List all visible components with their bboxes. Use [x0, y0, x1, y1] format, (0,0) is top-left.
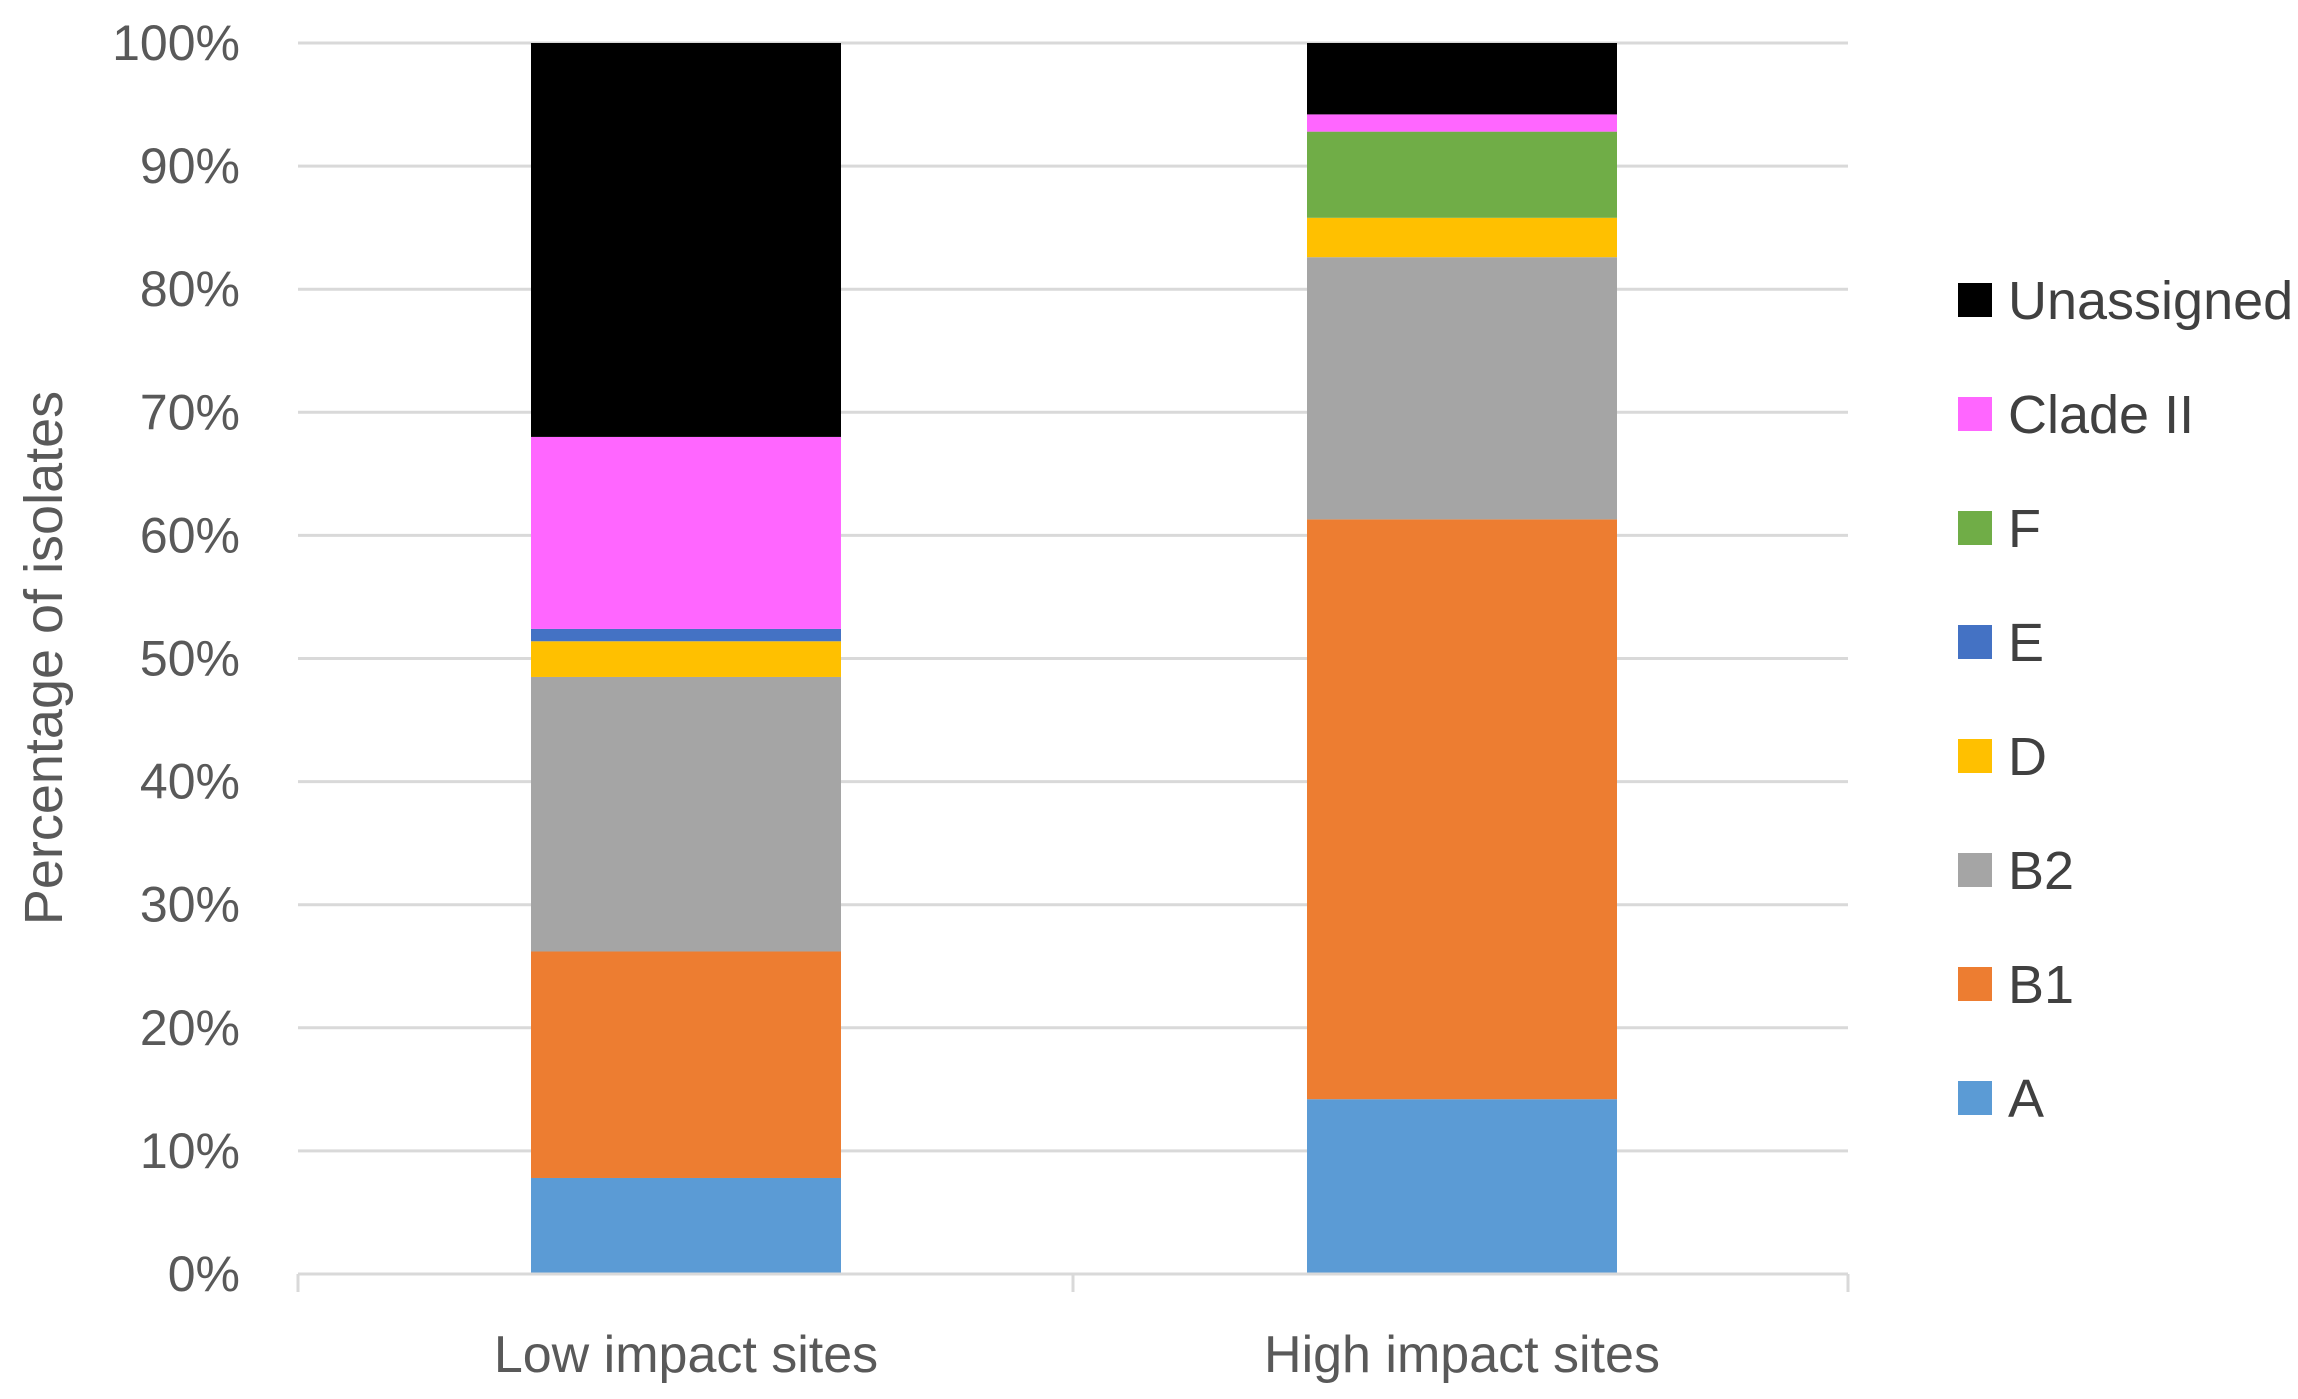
bar-segment-unassigned [531, 43, 841, 437]
legend-swatch [1958, 283, 1992, 317]
legend-item-a: A [1958, 1069, 2044, 1129]
x-tick-label: High impact sites [1264, 1326, 1660, 1384]
y-tick-label: 70% [140, 384, 240, 440]
bar-segment-clade-ii [531, 436, 841, 629]
legend-swatch [1958, 739, 1992, 773]
legend-item-b1: B1 [1958, 955, 2074, 1015]
legend-swatch [1958, 625, 1992, 659]
legend-swatch [1958, 967, 1992, 1001]
bar-segment-b1 [531, 951, 841, 1178]
legend-item-d: D [1958, 727, 2047, 787]
legend-item-b2: B2 [1958, 841, 2074, 901]
legend-label: E [2008, 613, 2044, 673]
legend: Unassigned Clade II FED B2 B1 A [1958, 271, 2293, 1129]
legend-label: F [2008, 499, 2041, 559]
legend-swatch [1958, 1081, 1992, 1115]
bar-segment-d [1307, 217, 1617, 258]
bar-segment-b2 [1307, 257, 1617, 520]
legend-label: Unassigned [2008, 271, 2293, 331]
y-tick-label: 0% [168, 1246, 240, 1302]
legend-label: A [2008, 1069, 2044, 1129]
y-tick-label: 100% [112, 15, 240, 71]
bar-segment-b2 [531, 676, 841, 952]
legend-item-f: F [1958, 499, 2041, 559]
x-axis [296, 1272, 1850, 1292]
y-tick-label: 80% [140, 261, 240, 317]
y-tick-label: 40% [140, 754, 240, 810]
bar-segment-clade-ii [1307, 114, 1617, 132]
legend-item-unassigned: Unassigned [1958, 271, 2293, 331]
y-tick-label: 50% [140, 631, 240, 687]
bar-segment-f [1307, 131, 1617, 218]
x-tick-label: Low impact sites [494, 1326, 878, 1384]
bar-segment-a [531, 1177, 841, 1274]
bar-segment-b1 [1307, 519, 1617, 1100]
legend-label: Clade II [2008, 385, 2194, 445]
legend-label: B1 [2008, 955, 2074, 1015]
bar-segment-e [531, 628, 841, 642]
legend-swatch [1958, 397, 1992, 431]
y-tick-label: 20% [140, 1000, 240, 1056]
legend-item-e: E [1958, 613, 2044, 673]
legend-swatch [1958, 853, 1992, 887]
y-tick-label: 30% [140, 877, 240, 933]
legend-label: D [2008, 727, 2047, 787]
bars [531, 43, 1617, 1274]
y-axis-title: Percentage of isolates [14, 391, 74, 925]
legend-item-clade-ii: Clade II [1958, 385, 2194, 445]
legend-swatch [1958, 511, 1992, 545]
y-tick-label: 10% [140, 1123, 240, 1179]
x-axis-ticks: Low impact sites High impact sites [494, 1326, 1660, 1384]
bar-segment-d [531, 641, 841, 677]
y-axis-ticks: 0% 10% 20% 30% 40% 50% 60% 70% 80% 90% 100% [112, 15, 240, 1302]
y-tick-label: 60% [140, 507, 240, 563]
y-tick-label: 90% [140, 138, 240, 194]
bar-segment-unassigned [1307, 43, 1617, 115]
legend-label: B2 [2008, 841, 2074, 901]
bar-segment-a [1307, 1099, 1617, 1274]
